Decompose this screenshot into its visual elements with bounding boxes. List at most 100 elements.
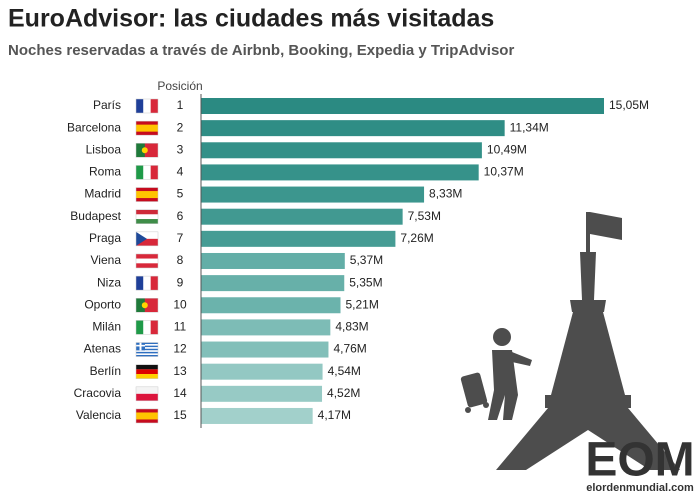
flag-part — [136, 354, 158, 357]
flag-border — [135, 253, 159, 269]
position-label: 14 — [173, 386, 187, 400]
category-label: Madrid — [84, 187, 121, 201]
position-label: 1 — [177, 98, 184, 112]
position-label: 6 — [177, 209, 184, 223]
flag-part — [150, 320, 158, 335]
bar — [201, 120, 505, 137]
bar — [201, 142, 482, 159]
value-label: 4,83M — [335, 320, 368, 334]
bar — [201, 385, 323, 402]
flag-part — [136, 369, 158, 375]
flag-part — [136, 214, 158, 220]
position-label: 10 — [173, 297, 187, 311]
flag-border — [135, 298, 159, 313]
flag-part — [136, 364, 158, 370]
flag-part — [136, 276, 144, 291]
value-label: 5,35M — [349, 275, 382, 289]
flag-part — [136, 412, 158, 420]
bar — [201, 164, 479, 181]
value-label: 4,76M — [333, 342, 366, 356]
flag-part — [143, 165, 151, 180]
position-label: 5 — [177, 187, 184, 201]
flag-part — [136, 209, 158, 215]
flag-part — [136, 374, 158, 379]
position-label: 4 — [177, 165, 184, 179]
flag-part — [150, 276, 158, 291]
category-label: Oporto — [84, 297, 121, 311]
category-label: Milán — [92, 320, 121, 334]
flag-border — [135, 120, 159, 136]
category-label: Barcelona — [67, 120, 121, 134]
flag-part — [150, 99, 158, 113]
value-label: 10,49M — [487, 142, 527, 156]
bar — [201, 275, 345, 292]
value-label: 5,37M — [350, 253, 383, 267]
flag-part — [150, 165, 158, 180]
flag-border — [135, 342, 159, 357]
flag-part — [136, 124, 158, 132]
category-label: París — [93, 98, 121, 112]
flag-border — [135, 165, 159, 180]
flag-part — [136, 351, 158, 354]
flag-part — [141, 147, 148, 154]
bar — [201, 319, 331, 336]
flag-part — [136, 191, 158, 199]
value-label: 15,05M — [609, 98, 649, 112]
position-label: 3 — [177, 142, 184, 156]
logo: EOM — [585, 434, 694, 487]
category-label: Atenas — [84, 342, 121, 356]
chart-title: EuroAdvisor: las ciudades más visitadas — [8, 5, 494, 33]
flag-part — [143, 276, 151, 291]
flag-border — [135, 143, 159, 158]
flag-border — [135, 98, 159, 114]
flag-part — [136, 353, 158, 355]
flag-part — [136, 350, 158, 352]
flag-part — [136, 342, 158, 345]
bar — [201, 252, 345, 269]
flag-part — [136, 219, 158, 224]
position-label: 13 — [173, 364, 187, 378]
flag-border — [135, 364, 159, 379]
category-label: Praga — [89, 231, 121, 245]
flag-part — [136, 345, 158, 348]
category-label: Valencia — [76, 408, 121, 422]
flag-part — [136, 99, 144, 113]
flag-part — [141, 302, 148, 309]
flag-part — [136, 143, 145, 158]
position-label: 8 — [177, 253, 184, 267]
value-label: 4,52M — [327, 386, 360, 400]
flag-part — [136, 348, 158, 351]
value-label: 4,17M — [318, 408, 351, 422]
flag-part — [136, 344, 158, 346]
flag-border — [135, 187, 159, 202]
chart-subtitle: Noches reservadas a través de Airbnb, Bo… — [8, 42, 514, 59]
logo-url: elordenmundial.com — [586, 482, 694, 494]
bar — [201, 208, 403, 225]
flag-part — [136, 231, 147, 246]
value-label: 10,37M — [484, 165, 524, 179]
flag-part — [136, 298, 145, 313]
bar — [201, 341, 329, 358]
bar — [201, 407, 313, 424]
position-label: 9 — [177, 275, 184, 289]
position-label: 12 — [173, 342, 187, 356]
flag-part — [136, 393, 158, 401]
bar — [201, 230, 396, 247]
flag-part — [143, 320, 151, 335]
flag-border — [135, 320, 159, 335]
bar — [201, 363, 323, 380]
position-label: 15 — [173, 408, 187, 422]
category-label: Budapest — [70, 209, 121, 223]
flag-part — [136, 253, 158, 259]
bar — [201, 186, 425, 203]
flag-part — [136, 263, 158, 268]
flag-border — [135, 231, 159, 247]
category-label: Roma — [89, 165, 121, 179]
flag-part — [136, 238, 158, 246]
flag-part — [136, 258, 158, 264]
category-label: Lisboa — [86, 142, 122, 156]
category-label: Viena — [91, 253, 122, 267]
value-label: 4,54M — [328, 364, 361, 378]
flag-part — [136, 320, 144, 335]
flag-border — [135, 209, 159, 224]
